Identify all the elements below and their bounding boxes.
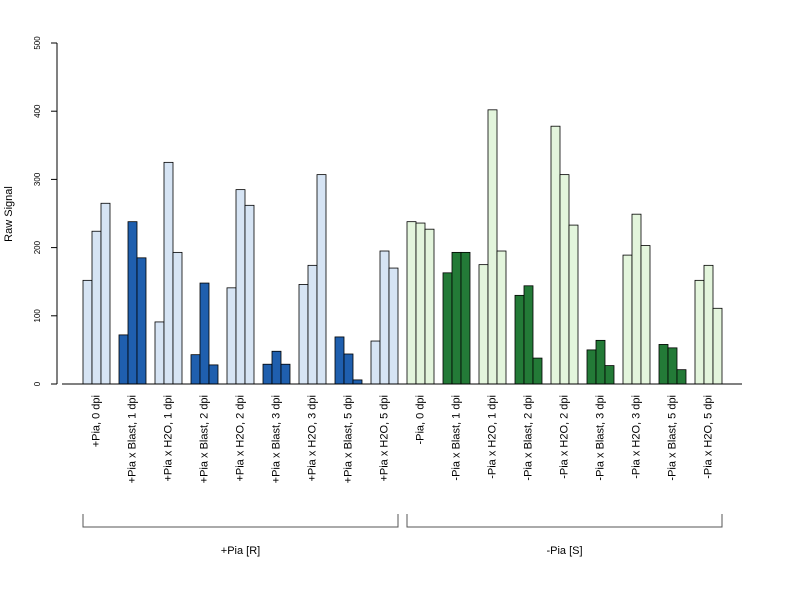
x-tick-label: +Pia x Blast, 5 dpi <box>343 395 355 483</box>
bar <box>658 344 669 385</box>
bar <box>316 174 327 385</box>
x-tick-label: -Pia x H2O, 3 dpi <box>631 395 643 479</box>
bar <box>82 279 93 385</box>
bar <box>235 189 246 385</box>
bar <box>271 350 282 385</box>
bar <box>460 251 471 385</box>
x-tick-label: +Pia x H2O, 1 dpi <box>163 395 175 482</box>
bar <box>298 284 309 385</box>
bar <box>118 334 129 385</box>
bar <box>388 267 399 385</box>
group-bracket <box>82 514 399 528</box>
bar <box>703 264 714 385</box>
bar <box>478 264 489 385</box>
x-tick-label: +Pia x H2O, 3 dpi <box>307 395 319 482</box>
x-tick-label: -Pia x H2O, 5 dpi <box>703 395 715 479</box>
bar <box>154 321 165 385</box>
bar <box>163 161 174 385</box>
x-tick-label: -Pia x H2O, 1 dpi <box>487 395 499 479</box>
group-label: -Pia [S] <box>546 545 582 557</box>
bar <box>280 363 291 385</box>
bar <box>190 354 201 385</box>
bar <box>694 279 705 385</box>
bars <box>82 109 723 385</box>
x-tick-label: -Pia x Blast, 2 dpi <box>523 395 535 481</box>
bar <box>586 349 597 385</box>
bar <box>451 251 462 385</box>
group-bracket <box>406 514 723 528</box>
bar <box>523 285 534 385</box>
x-tick-label: -Pia x Blast, 1 dpi <box>451 395 463 481</box>
bar <box>424 228 435 385</box>
x-tick-labels: +Pia, 0 dpi +Pia x Blast, 1 dpi +Pia x H2O… <box>91 395 715 483</box>
bar <box>595 339 606 385</box>
x-tick-label: -Pia x Blast, 3 dpi <box>595 395 607 481</box>
y-tick-label: 500 <box>33 36 42 50</box>
bar <box>352 379 363 385</box>
bar <box>667 347 678 385</box>
bar <box>640 245 651 385</box>
y-axis: 0 100 200 300 400 500 <box>33 36 58 386</box>
y-tick-label: 400 <box>33 104 42 118</box>
y-tick-label: 200 <box>33 240 42 254</box>
bar <box>343 353 354 385</box>
bar <box>604 365 615 385</box>
bar <box>307 264 318 385</box>
bar <box>379 250 390 385</box>
x-tick-label: -Pia x Blast, 5 dpi <box>667 395 679 481</box>
x-tick-label: +Pia x Blast, 1 dpi <box>127 395 139 483</box>
bar <box>334 336 345 385</box>
bar <box>415 222 426 385</box>
bar <box>172 251 183 385</box>
x-tick-label: +Pia x H2O, 5 dpi <box>379 395 391 482</box>
x-tick-label: +Pia, 0 dpi <box>91 395 103 447</box>
group-label: +Pia [R] <box>221 545 260 557</box>
bar <box>370 340 381 385</box>
y-tick-label: 300 <box>33 172 42 186</box>
bar <box>559 174 570 385</box>
bar <box>262 363 273 385</box>
bar <box>442 272 453 385</box>
bar <box>226 287 237 385</box>
group-brackets: +Pia [R] -Pia [S] <box>82 514 723 557</box>
x-tick-label: -Pia x H2O, 2 dpi <box>559 395 571 479</box>
bar <box>532 357 543 385</box>
bar <box>136 257 147 385</box>
bar <box>199 282 210 385</box>
y-tick-label: 100 <box>33 309 42 323</box>
bar <box>568 224 579 385</box>
bar <box>631 213 642 385</box>
bar <box>244 204 255 385</box>
bar <box>550 125 561 385</box>
bar <box>487 109 498 385</box>
bar <box>712 307 723 385</box>
bar <box>208 364 219 385</box>
bar <box>91 230 102 385</box>
bar <box>676 369 687 385</box>
x-tick-label: +Pia x H2O, 2 dpi <box>235 395 247 482</box>
bar <box>406 221 417 385</box>
x-tick-label: +Pia x Blast, 3 dpi <box>271 395 283 483</box>
x-tick-label: +Pia x Blast, 2 dpi <box>199 395 211 483</box>
bar <box>496 250 507 385</box>
bar <box>622 254 633 385</box>
x-tick-label: -Pia, 0 dpi <box>415 395 427 445</box>
y-tick-label: 0 <box>33 381 42 386</box>
y-axis-label: Raw Signal <box>3 186 15 242</box>
bar <box>514 294 525 385</box>
bar <box>127 221 138 385</box>
bar <box>100 202 111 385</box>
